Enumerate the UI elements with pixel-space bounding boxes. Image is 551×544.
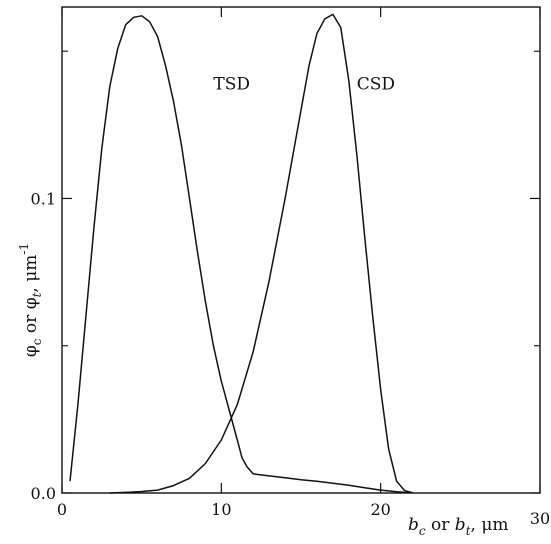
series-layer xyxy=(69,13,413,494)
annotation-layer: TSD CSD xyxy=(213,74,395,94)
x-tick-label: 10 xyxy=(211,500,231,519)
x-tick-label: 20 xyxy=(370,500,390,519)
x-tick-label: 30 xyxy=(530,509,550,528)
y-axis-title: φc or φt, μm-1 xyxy=(17,243,44,357)
x-tick-label: 0 xyxy=(57,500,67,519)
axis-ticks xyxy=(61,7,541,494)
axis-tick-labels: 0 10 20 30 0.0 0.1 xyxy=(31,189,551,528)
series-line-csd xyxy=(109,13,413,494)
plot-frame xyxy=(61,6,541,494)
series-line-tsd xyxy=(69,15,413,494)
x-axis-title: bc or bt, μm xyxy=(408,515,509,538)
y-tick-label: 0.0 xyxy=(31,484,56,503)
series-label-csd: CSD xyxy=(357,74,395,94)
y-tick-label: 0.1 xyxy=(31,189,56,208)
series-label-tsd: TSD xyxy=(213,74,250,94)
